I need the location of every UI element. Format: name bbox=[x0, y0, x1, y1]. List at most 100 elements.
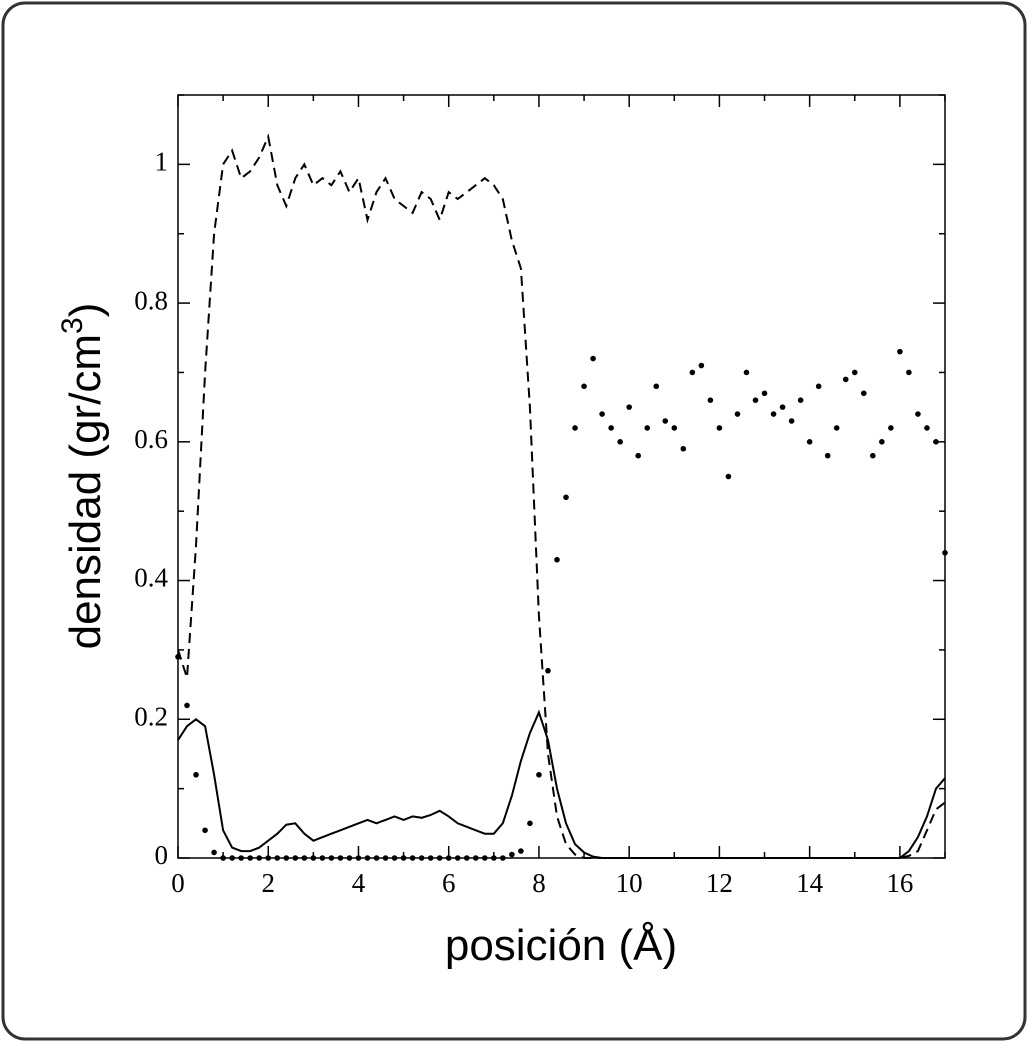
data-point bbox=[536, 771, 542, 778]
data-point bbox=[472, 855, 479, 861]
x-tick-label: 16 bbox=[886, 868, 913, 898]
data-point bbox=[301, 855, 308, 861]
data-point bbox=[491, 855, 497, 861]
data-point bbox=[590, 355, 596, 362]
y-axis-label-end: ) bbox=[61, 303, 110, 318]
data-point bbox=[680, 445, 687, 452]
data-point bbox=[879, 439, 885, 445]
data-point bbox=[734, 411, 741, 417]
data-point bbox=[409, 855, 416, 861]
data-point bbox=[752, 397, 759, 404]
data-point bbox=[581, 383, 587, 390]
data-point bbox=[436, 855, 443, 861]
data-point bbox=[644, 425, 651, 431]
data-point bbox=[942, 550, 948, 556]
data-point bbox=[860, 390, 867, 397]
data-point bbox=[716, 425, 723, 431]
y-tick-label: 1 bbox=[155, 147, 169, 177]
data-point bbox=[662, 418, 669, 424]
data-point bbox=[689, 369, 696, 376]
y-axis-label: densidad (gr/cm3) bbox=[56, 303, 110, 650]
data-point bbox=[454, 855, 461, 861]
data-point bbox=[391, 855, 398, 861]
data-point bbox=[184, 702, 190, 709]
data-point bbox=[761, 390, 768, 397]
data-point bbox=[572, 425, 578, 431]
data-point bbox=[364, 855, 371, 861]
data-point bbox=[256, 855, 263, 861]
data-point bbox=[445, 855, 452, 861]
x-tick-label: 0 bbox=[171, 868, 185, 898]
data-point bbox=[265, 855, 272, 861]
data-point bbox=[463, 855, 470, 861]
series-line bbox=[177, 133, 946, 859]
x-tick-label: 10 bbox=[616, 868, 643, 898]
data-point bbox=[193, 771, 199, 778]
data-point bbox=[518, 848, 524, 854]
data-point bbox=[725, 473, 732, 480]
data-point bbox=[842, 376, 849, 383]
data-point bbox=[608, 425, 614, 431]
data-point bbox=[427, 855, 434, 861]
data-point bbox=[906, 369, 912, 376]
data-point bbox=[707, 397, 714, 404]
data-point bbox=[554, 556, 560, 563]
data-point bbox=[924, 425, 930, 431]
x-tick-label: 4 bbox=[352, 868, 366, 898]
x-tick-label: 6 bbox=[442, 868, 456, 898]
data-point bbox=[319, 855, 326, 861]
data-point bbox=[671, 425, 678, 431]
data-point bbox=[779, 404, 786, 410]
y-axis-label-sup: 3 bbox=[56, 317, 89, 334]
data-point bbox=[274, 855, 281, 861]
data-point bbox=[418, 855, 425, 861]
y-tick-label: 0.8 bbox=[134, 285, 168, 315]
data-point bbox=[527, 820, 533, 827]
y-tick-label: 0.2 bbox=[134, 701, 168, 731]
data-point bbox=[635, 452, 641, 459]
data-point bbox=[851, 369, 858, 376]
data-point bbox=[788, 418, 795, 424]
data-point bbox=[806, 439, 813, 445]
data-point bbox=[328, 855, 335, 861]
data-point bbox=[626, 404, 632, 410]
data-point bbox=[653, 383, 660, 390]
y-tick-label: 0 bbox=[155, 840, 169, 870]
data-point bbox=[743, 369, 750, 376]
data-point bbox=[500, 855, 506, 861]
x-tick-label: 14 bbox=[796, 868, 824, 898]
data-point bbox=[202, 827, 208, 834]
x-tick-label: 12 bbox=[706, 868, 733, 898]
data-point bbox=[833, 425, 840, 431]
data-point bbox=[292, 855, 299, 861]
data-point bbox=[346, 855, 353, 861]
data-point bbox=[933, 439, 939, 445]
data-point bbox=[310, 855, 317, 861]
data-point bbox=[247, 855, 253, 861]
data-point bbox=[238, 855, 244, 861]
data-point bbox=[355, 855, 362, 861]
data-point bbox=[897, 348, 903, 355]
data-point bbox=[815, 383, 822, 390]
data-point bbox=[283, 855, 290, 861]
data-point bbox=[211, 849, 217, 856]
data-point bbox=[599, 411, 605, 417]
plot-area bbox=[177, 94, 946, 859]
data-point bbox=[563, 494, 569, 501]
data-point bbox=[373, 855, 380, 861]
data-point bbox=[482, 855, 488, 861]
series-line bbox=[177, 709, 946, 859]
data-point bbox=[175, 654, 181, 660]
x-axis-label: posición (Å) bbox=[445, 921, 677, 970]
x-tick-label: 8 bbox=[532, 868, 546, 898]
data-point bbox=[797, 397, 804, 404]
data-point bbox=[337, 855, 344, 861]
data-point bbox=[509, 851, 515, 858]
data-point bbox=[888, 425, 894, 431]
data-point bbox=[220, 855, 226, 861]
data-point bbox=[400, 855, 407, 861]
x-tick-label: 2 bbox=[261, 868, 275, 898]
y-tick-label: 0.6 bbox=[134, 424, 168, 454]
